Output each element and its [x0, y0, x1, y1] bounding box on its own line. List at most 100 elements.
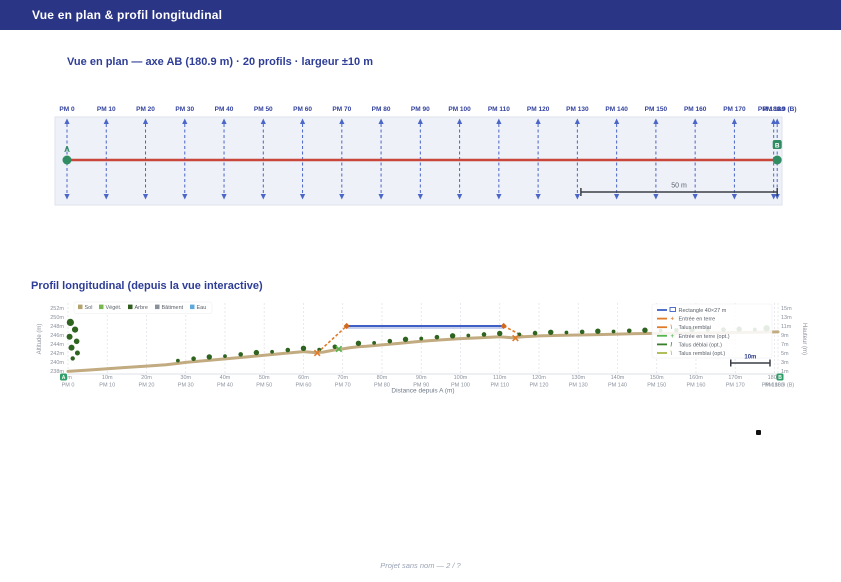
arrow-up-icon	[221, 118, 227, 124]
arrow-up-icon	[339, 118, 345, 124]
arrow-up-icon	[574, 118, 580, 124]
tree-marker	[300, 345, 307, 351]
tree-marker	[66, 318, 74, 326]
y-tick-right: 9m	[781, 333, 789, 339]
y-tick-right: 11m	[781, 324, 792, 330]
pm-label: PM 110	[488, 106, 510, 113]
legend-series-label: Entrée en terre	[679, 317, 716, 323]
y-tick-right: 15m	[781, 306, 792, 312]
tree-marker	[355, 340, 362, 347]
tree-marker	[466, 333, 471, 338]
x-tick-m: 30m	[180, 375, 191, 381]
pm-label: PM 130	[566, 106, 589, 113]
legend-swatch	[99, 304, 104, 310]
legend-symbol-icon: /	[671, 342, 673, 348]
tree-marker	[206, 354, 212, 360]
tree-marker	[372, 340, 377, 345]
arrow-up-icon	[774, 118, 780, 124]
arrow-down-icon	[417, 194, 423, 200]
x-tick-m: 140m	[611, 375, 625, 381]
y-tick-right: 1m	[781, 369, 789, 375]
x-tick-pm: PM 90	[413, 383, 429, 389]
legend-symbol-icon: +	[671, 317, 675, 323]
arrow-up-icon	[614, 118, 620, 124]
legend-category-label: Végét.	[106, 305, 122, 311]
x-marker	[512, 334, 519, 342]
x-tick-pm: PM 20	[139, 383, 155, 389]
tree-marker	[223, 354, 227, 359]
x-axis-title: Distance depuis A (m)	[391, 388, 454, 395]
arrow-up-icon	[260, 118, 266, 124]
entry-ramp-line	[503, 325, 526, 338]
x-tick-pm: PM 160	[686, 383, 705, 389]
pm-label: PM 0	[59, 106, 75, 113]
chart-scalebar-label: 10m	[744, 355, 756, 361]
legend-series-label: Talus déblai (opt.)	[679, 342, 723, 348]
arrow-down-icon	[614, 194, 620, 200]
page-title: Vue en plan & profil longitudinal	[32, 8, 223, 22]
y-tick-left: 238m	[50, 369, 64, 375]
chart-point-b-label: B	[778, 375, 782, 381]
x-tick-pm: PM 0	[62, 383, 75, 389]
tree-marker	[332, 344, 338, 350]
pm-label: PM 170	[723, 106, 746, 113]
arrow-up-icon	[692, 118, 698, 124]
legend-symbol-icon: \	[671, 325, 673, 331]
legend-symbol-icon: +	[671, 334, 675, 340]
y-tick-left: 246m	[50, 333, 64, 339]
pm-label: PM 70	[332, 106, 351, 113]
arrow-down-icon	[299, 194, 306, 200]
arrow-down-icon	[496, 194, 502, 200]
legend-series-box	[651, 303, 773, 359]
plan-scalebar-label: 50 m	[671, 183, 687, 190]
arrow-down-icon	[456, 194, 463, 200]
legend-series-label: Entrée en terre (opt.)	[679, 334, 730, 340]
x-tick-m: 180m	[768, 375, 782, 381]
profile-chart-canvas: Sol Végét. Arbre Bâtiment Eau Rectangle 40×27…	[37, 301, 807, 395]
legend-swatch	[78, 304, 83, 310]
legend-swatch	[190, 304, 195, 310]
plan-view-canvas: PM 0 PM 10 PM 20 PM 30 PM 40 PM 50 PM 60 PM 70 P…	[54, 106, 797, 206]
pm-label: PM 150	[645, 106, 668, 113]
x-tick-m: 120m	[532, 375, 546, 381]
plan-view-title: Vue en plan — axe AB (180.9 m) · 20 prof…	[67, 56, 373, 68]
chart-point-b-badge	[776, 373, 784, 381]
tree-marker	[175, 358, 180, 363]
x-tick-pm: PM 120	[529, 383, 548, 389]
arrow-down-icon	[142, 194, 149, 200]
pm-label: PM 120	[527, 106, 550, 113]
arrow-up-icon	[378, 118, 384, 124]
y-tick-left: 240m	[50, 360, 64, 366]
x-tick-m: 160m	[689, 375, 703, 381]
point-b-marker	[772, 155, 782, 165]
x-tick-pm: PM 100	[451, 383, 470, 389]
x-tick-m: 170m	[728, 375, 742, 381]
x-tick-m: 100m	[454, 375, 468, 381]
legend-category-label: Eau	[197, 305, 207, 311]
arrow-up-icon	[142, 118, 149, 124]
point-b-label: B	[775, 142, 780, 149]
x-tick-pm: PM 140	[608, 383, 627, 389]
pm-label: PM 50	[254, 106, 273, 113]
arrow-down-icon	[774, 194, 780, 200]
y-tick-left: 248m	[50, 324, 64, 330]
pm-label: PM 180.9 (B)	[758, 106, 797, 113]
x-marker	[335, 345, 343, 353]
arrow-up-icon	[456, 118, 463, 124]
x-tick-pm: PM 80	[374, 383, 390, 389]
legend-categories-box	[73, 301, 213, 314]
x-tick-m: 130m	[571, 375, 585, 381]
arrow-down-icon	[182, 194, 188, 200]
tree-marker	[387, 338, 393, 344]
legend-series-label: Talus remblai (opt.)	[679, 351, 726, 357]
x-tick-m: 40m	[220, 375, 231, 381]
y-tick-left: 244m	[50, 342, 64, 348]
y-axis-label-left: Altitude (m)	[37, 324, 43, 355]
x-tick-m: 80m	[377, 375, 388, 381]
y-tick-left: 252m	[50, 306, 64, 312]
tree-marker	[70, 356, 75, 361]
y-tick-left: 242m	[50, 351, 64, 357]
legend-swatch	[155, 304, 160, 310]
legend-series-label: Talus remblai	[679, 325, 711, 331]
footer-page-info: Projet sans nom — 2 / ?	[380, 561, 461, 570]
